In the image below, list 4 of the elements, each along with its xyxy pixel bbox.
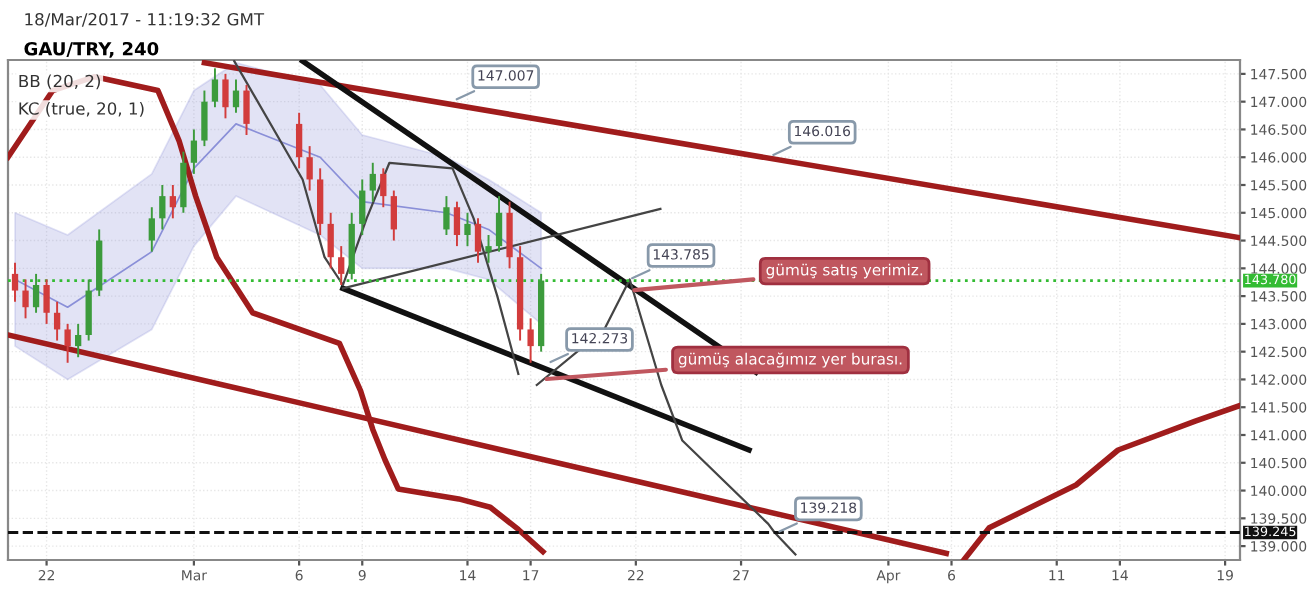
chart-title: GAU/TRY, 240 [24,41,159,58]
annotation: BB (20, 2) [19,74,100,90]
chart-subtitle: 18/Mar/2017 - 11:19:32 GMT [25,12,265,27]
annotation: KC (true, 20, 1) [19,101,144,117]
